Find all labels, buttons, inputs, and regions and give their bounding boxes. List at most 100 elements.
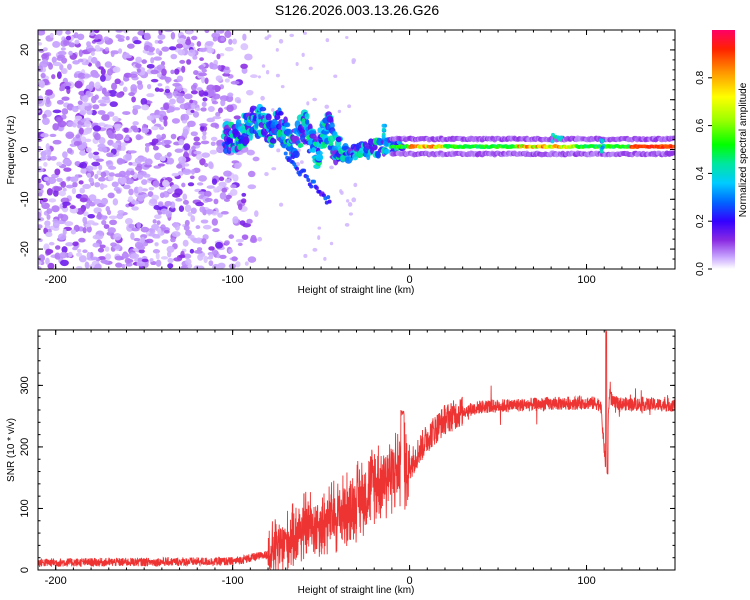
spectrogram-cell <box>141 104 150 111</box>
spectrogram-cell <box>101 114 110 121</box>
spectrogram-cell <box>160 224 166 232</box>
spectrogram-cell <box>52 40 61 48</box>
colorbar-tick-label: 0.2 <box>695 214 706 228</box>
spectrogram-cell <box>164 30 173 33</box>
spectrogram-cell <box>333 74 338 78</box>
spectrogram-cell <box>182 193 188 201</box>
spectrogram-cell <box>93 151 100 156</box>
spectrogram-cell <box>174 68 180 75</box>
spectrogram-cell <box>152 219 157 224</box>
spectrogram-cell <box>241 192 247 197</box>
spectrogram-cell <box>312 247 318 252</box>
spectrogram-cell <box>97 110 106 115</box>
spectrogram-cell <box>193 70 199 76</box>
spectrogram-cell <box>202 224 212 230</box>
spectrogram-cell <box>133 237 141 242</box>
spectrogram-cell <box>210 122 219 128</box>
spectrogram-cell <box>59 86 64 92</box>
snr-x-ticks: -200 -100 0 100 <box>37 330 676 587</box>
spectrogram-cell <box>77 100 83 105</box>
spectrogram-cell <box>61 108 69 115</box>
y-tick-label: 20 <box>19 44 31 56</box>
spectrogram-cell <box>137 245 146 250</box>
spectrogram-cell <box>169 98 176 105</box>
spectrogram-cell <box>164 144 171 149</box>
spectrogram-cell <box>219 254 227 259</box>
spectrogram-cell <box>212 36 218 42</box>
spectrogram-cell <box>228 234 235 239</box>
spectrogram-cell <box>271 108 275 112</box>
x-tick-label: -200 <box>45 575 67 587</box>
spectrogram-cell <box>157 227 162 235</box>
spectrogram-cell <box>178 156 187 164</box>
spectrogram-cell <box>250 234 257 243</box>
spectrogram-cell <box>44 92 53 96</box>
spectrogram-cell <box>98 137 106 145</box>
spectrogram-cell <box>252 156 260 162</box>
spectrogram-cell <box>247 256 257 263</box>
spectrogram-cell <box>141 258 149 263</box>
spectrogram-cell <box>94 35 100 40</box>
spectrogram-cell <box>178 138 185 146</box>
spectrogram-cell <box>76 265 83 269</box>
spectrogram-cell <box>170 32 176 40</box>
spectrogram-cell <box>116 30 122 33</box>
spectrogram-cell <box>185 30 194 35</box>
spectrogram-cell <box>204 77 209 85</box>
spectrogram-cell <box>247 184 257 190</box>
spectrogram-cell <box>132 127 140 133</box>
spectrogram-cell <box>299 160 304 164</box>
spectrogram-cell <box>241 234 249 241</box>
spectrogram-cell <box>46 148 52 156</box>
spectrogram-cell <box>225 194 232 200</box>
spectrogram-cell <box>167 257 174 264</box>
spectrogram-cell <box>130 232 135 240</box>
spectrogram-cell <box>306 177 311 182</box>
spectrogram-cell <box>297 142 304 148</box>
spectrogram-cell <box>196 247 203 251</box>
spectrogram-cell <box>201 238 207 245</box>
spectrogram-cell <box>152 249 161 254</box>
spectrogram-cell <box>599 149 604 154</box>
spectrogram-cell <box>304 119 310 125</box>
spectrogram-cell <box>223 170 232 177</box>
spectrogram-cell <box>108 172 115 177</box>
spectrogram-cell <box>184 204 192 213</box>
spectrogram-cell <box>86 41 91 47</box>
x-tick-label: -100 <box>222 274 244 286</box>
spectrogram-cell <box>44 224 51 229</box>
spectrogram-cell <box>198 47 207 53</box>
spectrogram-cell <box>95 158 105 162</box>
spectrogram-cell <box>157 40 163 44</box>
spectrogram-cell <box>156 72 162 78</box>
spectrogram-cell <box>155 48 160 55</box>
spectrogram-cell <box>348 212 354 216</box>
y-tick-label: 0 <box>19 146 31 152</box>
snr-y-ticks: 0 100 200 300 <box>19 335 675 573</box>
spectrogram-cell <box>71 105 79 113</box>
spectrogram-cell <box>224 30 232 38</box>
spectrogram-cell <box>206 47 215 54</box>
spectrogram-cell <box>99 244 106 249</box>
spectrogram-cell <box>257 75 261 79</box>
spectrogram-cell <box>182 168 192 175</box>
spectrogram-cell <box>170 133 177 140</box>
spectrogram-cell <box>38 211 42 218</box>
spectrogram-cell <box>559 135 564 140</box>
spectrogram-cell <box>325 38 330 43</box>
spectrogram-cell <box>54 252 61 260</box>
spectrogram-cell <box>38 42 43 46</box>
spectrogram-cell <box>47 262 55 269</box>
spectrogram-cell <box>179 59 186 64</box>
spectrogram-cell <box>78 127 84 135</box>
spectrogram-cell <box>116 92 124 98</box>
spectrogram-cell <box>161 133 167 140</box>
spectrogram-cell <box>157 163 165 167</box>
spectrogram-cell <box>94 44 101 52</box>
colorbar-label: Normalized spectral amplitude <box>738 82 749 217</box>
spectrogram-cell <box>201 134 207 141</box>
spectrogram-cell <box>198 64 205 70</box>
spectrogram-cell <box>302 168 307 173</box>
spectrogram-cell <box>45 231 53 238</box>
spectrogram-cell <box>86 220 95 225</box>
